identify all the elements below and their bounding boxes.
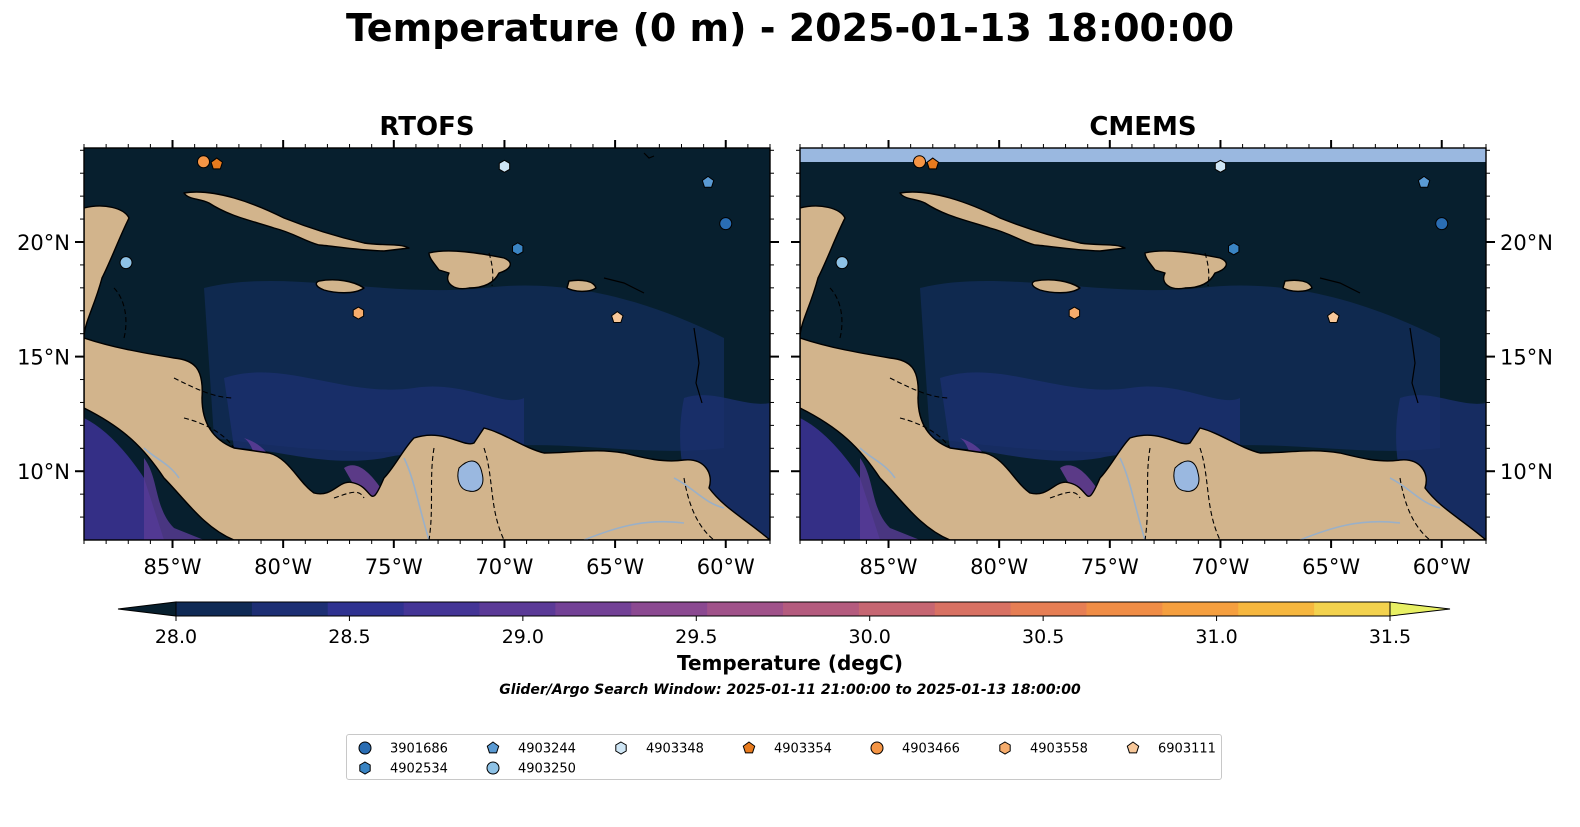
legend-label: 4903354 xyxy=(774,742,832,757)
float-marker-4903354 xyxy=(926,157,940,170)
lat-tick-label-right: 20°N xyxy=(1500,231,1553,255)
colorbar-tick-label: 28.5 xyxy=(328,626,370,648)
lon-tick-label: 65°W xyxy=(1302,555,1360,579)
colorbar-tick-label: 30.0 xyxy=(849,626,891,648)
colorbar-segment xyxy=(707,602,784,616)
lon-tick-label: 85°W xyxy=(860,555,918,579)
lon-tick-label: 85°W xyxy=(144,555,202,579)
lon-tick-label: 65°W xyxy=(586,555,644,579)
lat-tick-label-left: 20°N xyxy=(17,231,70,255)
float-marker-4903244 xyxy=(701,175,715,188)
colorbar-segment xyxy=(327,602,405,616)
float-marker-4903466 xyxy=(912,155,926,169)
float-marker-6903111 xyxy=(611,311,624,323)
colorbar-under-arrow xyxy=(117,601,177,617)
colorbar-segment xyxy=(403,602,480,616)
colorbar-segment xyxy=(555,602,632,616)
float-markers-rtofs xyxy=(119,155,733,323)
colorbar-label: Temperature (degC) xyxy=(677,651,903,675)
search-window-note: Glider/Argo Search Window: 2025-01-11 21… xyxy=(499,682,1081,698)
colorbar-segments xyxy=(117,601,1451,617)
lon-tick-label: 60°W xyxy=(697,555,755,579)
colorbar-tick-label: 31.5 xyxy=(1369,626,1411,648)
legend-label: 3901686 xyxy=(390,742,448,757)
lon-tick-label: 80°W xyxy=(254,555,312,579)
map-frame-cmems xyxy=(799,147,1487,541)
map-panels: 85°W 80°W 75°W 70°W 65°W 60°W 20°N 15°N 10°N 85°W… xyxy=(17,140,1553,579)
legend-label: 4903558 xyxy=(1030,742,1088,757)
colorbar: 28.0 28.5 29.0 29.5 30.0 30.5 31.0 31.5 xyxy=(117,601,1451,648)
legend-label: 4902534 xyxy=(390,762,448,777)
lon-tick-label: 75°W xyxy=(1081,555,1139,579)
float-marker-4902534 xyxy=(1228,242,1240,256)
float-legend: 3901686 4902534 4903244 4903250 4903348 49033… xyxy=(346,734,1222,780)
colorbar-tick-label: 31.0 xyxy=(1195,626,1237,648)
lon-tick-label: 70°W xyxy=(475,555,533,579)
colorbar-over-arrow xyxy=(1389,601,1451,617)
float-marker-4903250 xyxy=(119,256,133,270)
float-marker-6903111 xyxy=(1327,311,1340,323)
colorbar-segment xyxy=(783,602,860,616)
float-marker-4902534 xyxy=(512,242,524,256)
colorbar-tick-label: 29.5 xyxy=(675,626,717,648)
lat-tick-label-right: 10°N xyxy=(1500,460,1553,484)
float-marker-4903250 xyxy=(835,256,849,270)
float-marker-4903354 xyxy=(210,157,224,170)
lon-tick-label: 70°W xyxy=(1191,555,1249,579)
map-panel-cmems xyxy=(799,147,1487,541)
float-marker-4903466 xyxy=(196,155,210,169)
legend-label: 6903111 xyxy=(1158,742,1216,757)
lon-tick-label: 75°W xyxy=(365,555,423,579)
float-marker-4903244 xyxy=(1417,175,1431,188)
nodata-band-cmems xyxy=(800,148,1486,162)
figure-title: Temperature (0 m) - 2025-01-13 18:00:00 xyxy=(345,6,1235,50)
float-marker-4903558 xyxy=(1068,306,1081,320)
legend-marker-4902534 xyxy=(359,761,371,775)
colorbar-tick-label: 28.0 xyxy=(155,626,197,648)
legend-label: 4903244 xyxy=(518,742,576,757)
colorbar-segment xyxy=(479,602,556,616)
lat-tick-label-left: 10°N xyxy=(17,460,70,484)
colorbar-segment xyxy=(176,602,253,616)
colorbar-tick-label: 30.5 xyxy=(1022,626,1064,648)
legend-marker-6903111 xyxy=(1126,741,1140,754)
legend-entries: 3901686 4902534 4903244 4903250 4903348 49033… xyxy=(358,741,1216,777)
legend-label: 4903466 xyxy=(902,742,960,757)
legend-marker-4903348 xyxy=(615,741,627,755)
lon-tick-label: 60°W xyxy=(1413,555,1471,579)
colorbar-ticks: 28.0 28.5 29.0 29.5 30.0 30.5 31.0 31.5 xyxy=(155,616,1411,648)
legend-marker-4903466 xyxy=(870,741,884,755)
colorbar-segment xyxy=(1238,602,1315,616)
colorbar-segment xyxy=(1314,602,1391,616)
colorbar-segment xyxy=(251,602,329,616)
float-marker-4903348 xyxy=(498,159,511,173)
axes-ticks: 85°W 80°W 75°W 70°W 65°W 60°W 20°N 15°N 10°N 85°W… xyxy=(17,140,1553,579)
legend-marker-4903250 xyxy=(486,761,500,775)
legend-marker-4903558 xyxy=(999,741,1011,755)
panel-title-rtofs: RTOFS xyxy=(379,112,475,142)
colorbar-segment xyxy=(858,602,936,616)
float-marker-3901686 xyxy=(1435,217,1449,231)
legend-marker-4903354 xyxy=(742,741,756,754)
legend-label: 4903348 xyxy=(646,742,704,757)
legend-label: 4903250 xyxy=(518,762,576,777)
colorbar-segment xyxy=(1162,602,1239,616)
colorbar-segment xyxy=(934,602,1012,616)
lon-tick-label: 80°W xyxy=(970,555,1028,579)
map-panel-rtofs xyxy=(83,147,771,541)
colorbar-segment xyxy=(1010,602,1087,616)
lat-tick-label-left: 15°N xyxy=(17,346,70,370)
float-markers-cmems xyxy=(835,155,1449,323)
float-marker-3901686 xyxy=(719,217,733,231)
legend-marker-4903244 xyxy=(486,741,500,754)
panel-title-cmems: CMEMS xyxy=(1089,112,1197,142)
legend-marker-3901686 xyxy=(358,741,372,755)
map-frame-rtofs xyxy=(83,147,771,541)
float-marker-4903348 xyxy=(1214,159,1227,173)
float-marker-4903558 xyxy=(352,306,365,320)
colorbar-tick-label: 29.0 xyxy=(502,626,544,648)
colorbar-segment xyxy=(1086,602,1163,616)
colorbar-segment xyxy=(631,602,708,616)
lat-tick-label-right: 15°N xyxy=(1500,346,1553,370)
